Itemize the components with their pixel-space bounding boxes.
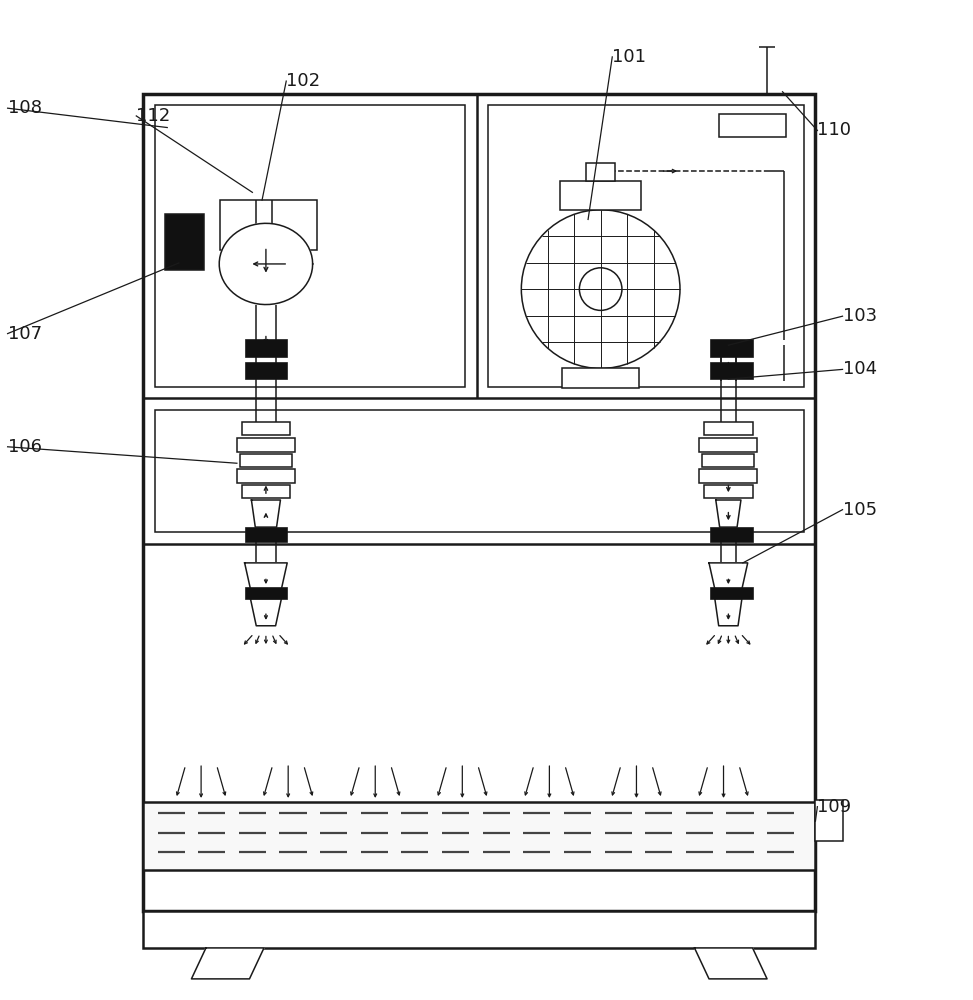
Bar xyxy=(710,339,752,357)
Polygon shape xyxy=(192,948,264,979)
Bar xyxy=(143,94,815,911)
Polygon shape xyxy=(715,599,741,626)
Bar xyxy=(710,362,752,379)
Polygon shape xyxy=(244,563,287,589)
Text: 112: 112 xyxy=(136,107,170,125)
Bar xyxy=(703,454,754,467)
Bar xyxy=(704,485,752,498)
Polygon shape xyxy=(716,500,740,527)
Bar xyxy=(700,438,757,452)
Bar xyxy=(241,485,290,498)
Bar xyxy=(700,469,757,483)
Bar xyxy=(488,105,804,387)
Polygon shape xyxy=(219,223,312,305)
Bar xyxy=(586,163,615,181)
Text: 102: 102 xyxy=(286,72,320,90)
Bar xyxy=(244,527,287,542)
Bar xyxy=(143,802,815,870)
Bar xyxy=(710,587,752,599)
Text: 108: 108 xyxy=(8,99,42,117)
Bar xyxy=(155,105,465,387)
Text: 103: 103 xyxy=(843,307,877,325)
Bar xyxy=(710,527,752,542)
Text: 105: 105 xyxy=(843,501,877,519)
Text: 109: 109 xyxy=(817,798,851,816)
Text: 104: 104 xyxy=(843,360,877,378)
Bar xyxy=(236,469,295,483)
Bar xyxy=(221,200,317,250)
Polygon shape xyxy=(709,563,747,589)
Bar xyxy=(239,454,292,467)
Polygon shape xyxy=(251,500,280,527)
Bar xyxy=(244,339,287,357)
Bar xyxy=(815,800,843,841)
Bar xyxy=(560,181,641,210)
Bar xyxy=(155,410,804,532)
Bar xyxy=(244,362,287,379)
Polygon shape xyxy=(695,948,767,979)
Text: 110: 110 xyxy=(817,121,851,139)
Bar xyxy=(719,114,786,137)
Bar xyxy=(165,214,204,270)
Bar xyxy=(244,587,287,599)
Text: 107: 107 xyxy=(8,325,42,343)
Text: 106: 106 xyxy=(8,438,42,456)
Text: 101: 101 xyxy=(612,48,646,66)
Bar xyxy=(236,438,295,452)
Bar xyxy=(143,911,815,948)
Polygon shape xyxy=(250,599,281,626)
Bar xyxy=(704,422,752,435)
Bar xyxy=(241,422,290,435)
Bar xyxy=(562,368,639,388)
